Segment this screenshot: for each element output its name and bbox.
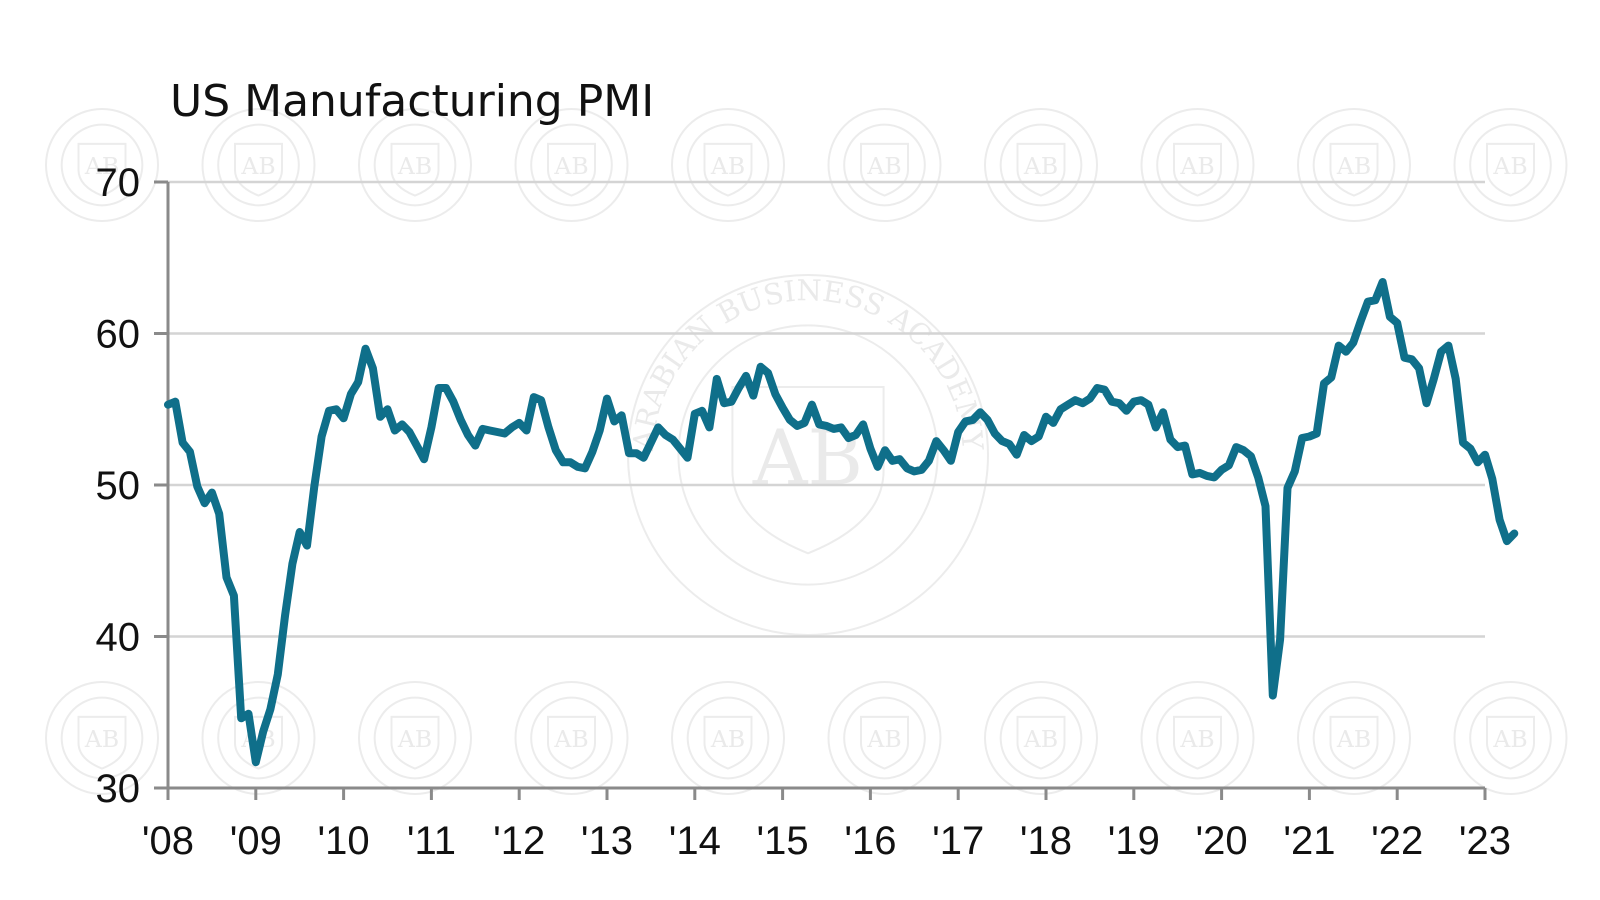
watermark-stamp: AB	[1453, 108, 1568, 222]
watermark-stamp: AB	[358, 681, 472, 795]
watermark-stamp: AB	[671, 681, 785, 795]
x-tick-label: '18	[1020, 819, 1072, 863]
watermark-monogram: AB	[553, 725, 588, 753]
x-tick-label: '22	[1371, 819, 1423, 863]
watermark-monogram: AB	[553, 152, 588, 180]
watermark-monogram: AB	[84, 725, 119, 753]
watermark-monogram: AB	[1023, 152, 1058, 180]
watermark-monogram: AB	[866, 152, 901, 180]
series-line-us-manufacturing-pmi	[164, 278, 1519, 767]
watermark-stamp: AB	[1453, 681, 1568, 795]
x-tick-label: '13	[581, 819, 633, 863]
watermark-stamp: AB	[827, 681, 942, 795]
x-tick-label: '11	[407, 819, 456, 863]
watermark-stamp: AB	[358, 108, 472, 222]
watermark-monogram: AB	[1336, 152, 1371, 180]
watermark-monogram: AB	[710, 152, 745, 180]
axes	[166, 182, 1485, 790]
watermark-monogram: AB	[240, 152, 275, 180]
x-tick-label: '08	[142, 819, 194, 863]
x-tick-label: '09	[230, 819, 282, 863]
x-tick-label: '20	[1196, 819, 1248, 863]
watermark-monogram: AB	[397, 725, 432, 753]
watermark-monogram: AB	[1179, 152, 1214, 180]
watermark-monogram: AB	[710, 725, 745, 753]
watermark-monogram: AB	[1492, 152, 1527, 180]
watermark-monogram: AB	[397, 152, 432, 180]
watermark-monogram: AB	[1492, 725, 1527, 753]
watermark-monogram: AB	[1336, 725, 1371, 753]
x-tick-label: '12	[493, 819, 545, 863]
x-tick-label: '23	[1459, 819, 1511, 863]
x-tick-label: '17	[932, 819, 984, 863]
watermark-stamp: AB	[827, 108, 942, 222]
watermark-stamp: AB	[671, 108, 785, 222]
watermark-monogram: AB	[1023, 725, 1058, 753]
x-tick-label: '19	[1108, 819, 1160, 863]
watermark-monogram: AB	[1179, 725, 1214, 753]
x-tick-label: '15	[757, 819, 809, 863]
watermark-stamp: AB	[984, 681, 1098, 795]
y-axis-ticks: 30 40 50 60 70	[96, 161, 168, 811]
watermark-monogram: AB	[866, 725, 901, 753]
gridlines	[168, 180, 1485, 638]
watermark-monogram: AB	[752, 414, 863, 502]
y-tick-label: 60	[96, 313, 141, 357]
y-tick-label: 30	[96, 767, 141, 811]
watermark-stamp: AB	[45, 108, 159, 222]
watermark-stamp: AB	[201, 681, 316, 795]
chart-title: US Manufacturing PMI	[170, 76, 654, 127]
x-tick-label: '16	[844, 819, 896, 863]
watermark-stamp: AB	[1140, 108, 1255, 222]
watermark-stamp: AB	[514, 108, 629, 222]
y-tick-label: 50	[96, 464, 141, 508]
watermark-monogram: AB	[84, 152, 119, 180]
watermark-stamp: AB	[1140, 681, 1255, 795]
watermark-stamp: AB	[201, 108, 316, 222]
x-tick-label: '14	[669, 819, 721, 863]
watermark-stamp: AB	[1297, 681, 1411, 795]
x-tick-label: '10	[318, 819, 370, 863]
x-tick-label: '21	[1283, 819, 1335, 863]
watermark-stamp: AB	[514, 681, 629, 795]
y-tick-label: 70	[96, 161, 141, 205]
watermark-stamp: AB	[45, 681, 159, 795]
y-tick-label: 40	[96, 616, 141, 660]
watermark-stamp: AB	[984, 108, 1098, 222]
x-axis-ticks: '08 '09 '10 '11 '12 '13 '14 '15 '16 '17 '18 '19 '20 '…	[142, 788, 1511, 863]
watermark-stamp: AB	[1297, 108, 1411, 222]
